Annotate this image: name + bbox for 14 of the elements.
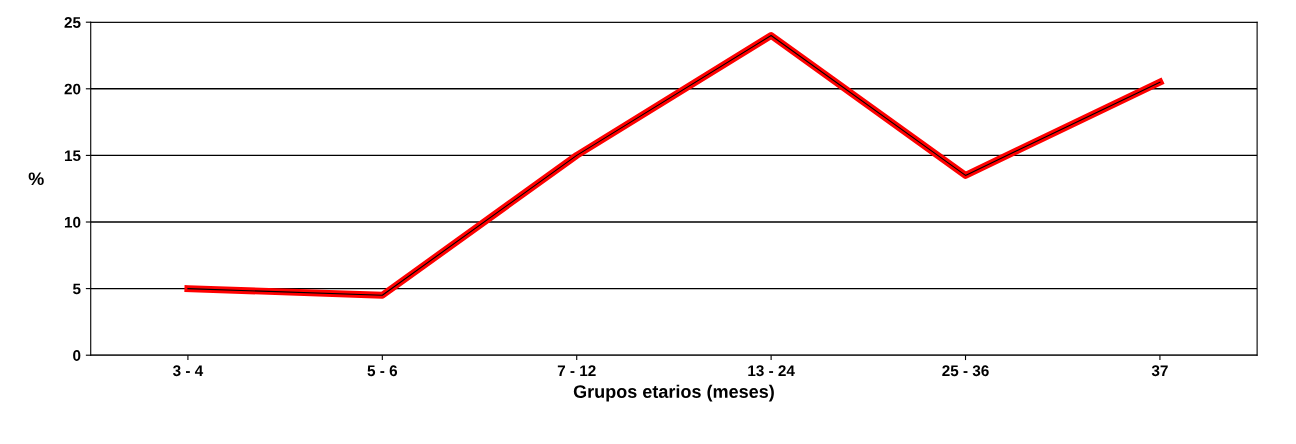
y-tick-label: 0: [73, 350, 81, 361]
y-tick-label: 5: [72, 283, 81, 295]
y-tick-label: 10: [64, 216, 81, 228]
x-tick-label: 7 - 12: [557, 365, 596, 376]
y-axis-title: %: [28, 172, 44, 186]
x-tick-label: 13 - 24: [748, 365, 795, 377]
x-tick-label: 3 - 4: [172, 365, 204, 377]
y-tick-label: 15: [64, 150, 81, 162]
y-tick-label: 20: [64, 83, 81, 95]
x-tick-label: 37: [1151, 365, 1168, 377]
x-tick-label: 25 - 36: [942, 365, 989, 377]
x-axis-title: Grupos etarios (meses): [573, 384, 774, 402]
x-tick-label: 5 - 6: [367, 365, 398, 377]
y-tick-label: 25: [64, 17, 81, 28]
